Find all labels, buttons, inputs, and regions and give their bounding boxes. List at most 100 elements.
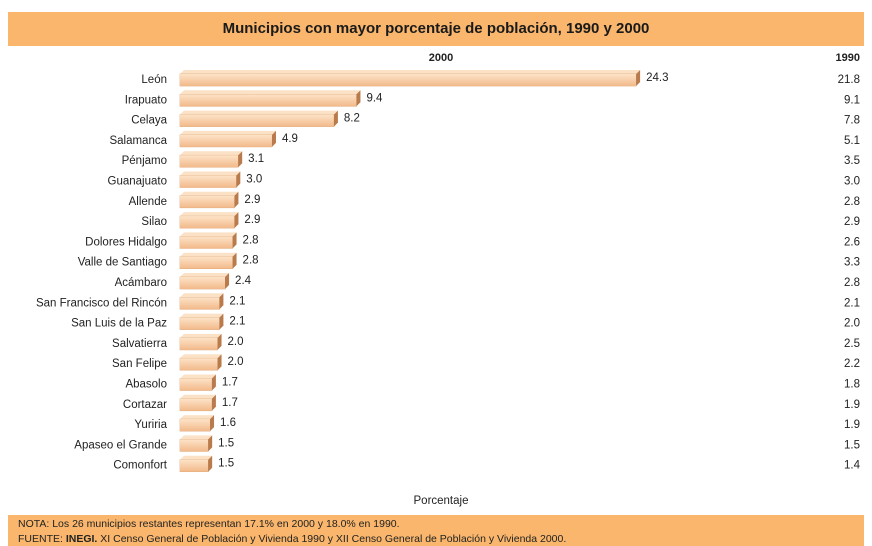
bar-face [180,94,357,107]
source-name: INEGI. [66,533,98,545]
bar-top [180,293,224,298]
bar-side [636,70,641,86]
value-1990: 1.8 [844,379,860,391]
category-label: Salamanca [109,135,167,147]
bar-side [211,374,216,391]
chart-title: Municipios con mayor porcentaje de pobla… [223,20,650,37]
category-label: Celaya [131,115,167,127]
bar-face [180,74,637,86]
bar-face [180,134,272,147]
value-1990: 2.9 [844,216,860,228]
note: NOTA: Los 26 municipios restantes repres… [18,518,400,530]
bar-face [180,175,237,188]
value-label: 24.3 [646,72,668,84]
bar-side [219,293,224,310]
value-label: 1.7 [222,377,238,389]
bar-top [180,415,215,420]
bar-face [180,114,334,127]
bar-side [238,151,243,168]
bar-face [180,358,218,371]
value-label: 3.0 [246,174,262,186]
source: FUENTE: INEGI. XI Censo General de Pobla… [18,533,566,545]
bar-face [180,277,226,289]
value-1990: 2.1 [844,297,860,309]
value-1990: 2.5 [844,338,860,350]
column-header: 1990 [836,52,860,64]
value-1990: 2.2 [844,358,860,370]
value-1990: 3.3 [844,257,860,269]
bar-side [356,90,361,107]
value-label: 2.0 [228,336,244,348]
category-label: Comonfort [113,460,167,472]
bar-face [180,419,211,432]
bar-face [180,439,209,452]
value-1990: 5.1 [844,135,860,147]
bar-side [217,354,222,371]
bar-top [180,354,222,359]
bar-face [180,216,235,229]
bar-top [180,374,216,379]
category-label: Yuriria [134,419,167,431]
value-1990: 1.9 [844,399,860,411]
bar-top [180,232,237,237]
bar-side [271,130,276,147]
bar-face [180,337,218,350]
value-1990: 2.6 [844,236,860,248]
bar-side [225,273,230,289]
category-label: San Luis de la Paz [71,318,167,330]
bar-face [180,317,220,330]
value-label: 1.5 [218,437,234,449]
bar-face [180,378,212,391]
category-label: Acámbaro [115,277,167,289]
bar-side [232,232,237,249]
value-1990: 21.8 [838,74,860,86]
category-label: Guanajuato [108,176,167,188]
bar-top [180,455,213,460]
value-label: 2.9 [244,194,260,206]
value-label: 1.6 [220,417,236,429]
category-label: Silao [141,216,167,228]
bar-face [180,398,212,411]
bar-top [180,252,237,257]
category-label: Salvatierra [112,338,168,350]
bar-side [210,415,215,432]
category-label: Dolores Hidalgo [85,236,167,248]
category-label: Valle de Santiago [78,257,167,269]
bar-side [211,394,216,411]
category-label: Allende [129,196,167,208]
value-1990: 1.4 [844,460,861,472]
bar-top [180,171,241,176]
bar-top [180,151,243,156]
value-label: 8.2 [344,113,360,125]
value-label: 1.5 [218,458,234,470]
bar-side [208,435,213,452]
bar-top [180,273,230,277]
source-prefix: FUENTE: [18,533,63,545]
value-label: 2.8 [243,255,259,267]
bar-top [180,313,224,318]
bar-face [180,155,239,168]
bar-top [180,394,216,399]
value-label: 2.1 [229,295,245,307]
bar-top [180,110,338,115]
bar-top [180,130,276,135]
category-label: Pénjamo [122,155,167,167]
value-1990: 1.9 [844,419,860,431]
value-1990: 9.1 [844,94,860,106]
bar-side [236,171,241,188]
value-label: 4.9 [282,133,298,145]
source-text: XI Censo General de Población y Vivienda… [100,533,566,545]
bar-top [180,191,239,196]
category-label: San Felipe [112,358,167,370]
value-1990: 3.5 [844,155,860,167]
value-label: 3.1 [248,153,264,165]
bar-side [219,313,224,330]
bar-face [180,459,209,472]
column-header: 2000 [429,52,453,64]
category-label: Cortazar [123,399,167,411]
value-label: 2.1 [229,316,245,328]
bar-side [208,455,213,472]
category-label: León [141,74,167,86]
bar-top [180,333,222,338]
